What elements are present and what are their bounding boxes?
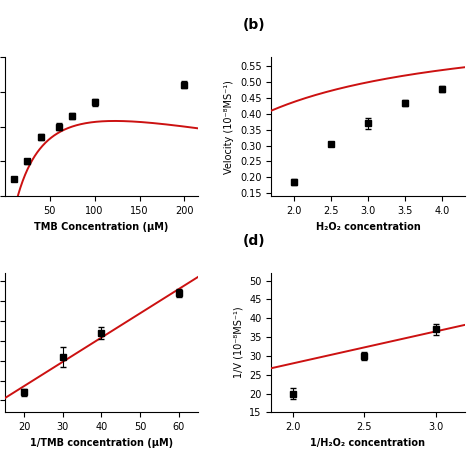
X-axis label: 1/H₂O₂ concentration: 1/H₂O₂ concentration bbox=[310, 438, 426, 447]
Text: (d): (d) bbox=[242, 234, 265, 248]
X-axis label: 1/TMB concentration (μM): 1/TMB concentration (μM) bbox=[30, 438, 173, 447]
Text: (b): (b) bbox=[242, 18, 265, 32]
X-axis label: H₂O₂ concentration: H₂O₂ concentration bbox=[316, 221, 420, 232]
X-axis label: TMB Concentration (μM): TMB Concentration (μM) bbox=[34, 221, 169, 232]
Y-axis label: 1/V (10⁻⁸MS⁻¹): 1/V (10⁻⁸MS⁻¹) bbox=[234, 307, 244, 378]
Y-axis label: Velocity (10⁻⁸MS⁻¹): Velocity (10⁻⁸MS⁻¹) bbox=[224, 80, 235, 173]
